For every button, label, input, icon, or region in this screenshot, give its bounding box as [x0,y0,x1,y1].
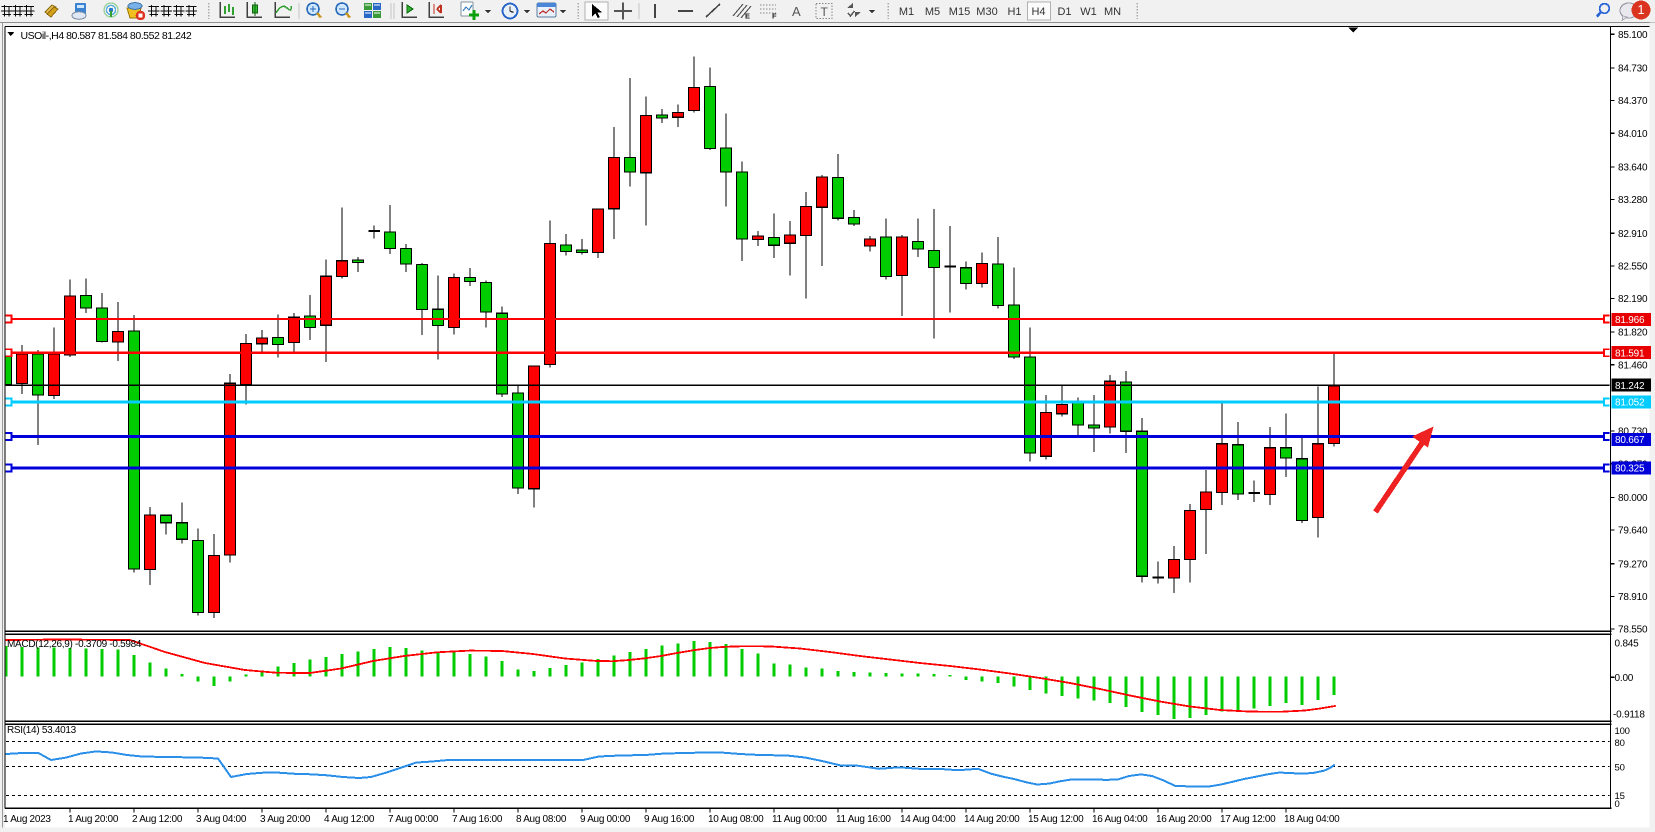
svg-text:F: F [772,12,777,21]
svg-text:9 Aug 16:00: 9 Aug 16:00 [644,814,695,825]
svg-text:0.00: 0.00 [1615,673,1634,684]
svg-text:7 Aug 16:00: 7 Aug 16:00 [452,814,503,825]
svg-text:82.550: 82.550 [1618,262,1648,273]
svg-text:15: 15 [1615,791,1625,802]
svg-text:84.730: 84.730 [1618,64,1648,75]
svg-text:H4: H4 [1031,6,1045,18]
svg-text:1: 1 [1638,3,1645,17]
svg-text:100: 100 [1615,726,1630,737]
svg-text:14 Aug 04:00: 14 Aug 04:00 [900,814,956,825]
svg-text:85.100: 85.100 [1618,30,1648,41]
svg-text:4 Aug 12:00: 4 Aug 12:00 [324,814,375,825]
svg-text:MACD(12,26,9) -0.3709 -0.5984: MACD(12,26,9) -0.3709 -0.5984 [7,639,142,650]
svg-text:80.667: 80.667 [1615,435,1645,446]
svg-text:81.966: 81.966 [1615,315,1645,326]
svg-text:81.052: 81.052 [1615,398,1645,409]
svg-text:M15: M15 [949,6,970,18]
svg-text:M5: M5 [925,6,940,18]
svg-text:83.640: 83.640 [1618,163,1648,174]
svg-text:9 Aug 00:00: 9 Aug 00:00 [580,814,631,825]
svg-text:E: E [745,12,750,21]
svg-text:8 Aug 08:00: 8 Aug 08:00 [516,814,567,825]
svg-text:14 Aug 20:00: 14 Aug 20:00 [964,814,1020,825]
svg-text:2 Aug 12:00: 2 Aug 12:00 [132,814,183,825]
svg-text:78.910: 78.910 [1618,592,1648,603]
svg-text:0.845: 0.845 [1615,639,1640,650]
svg-text:1 Aug 20:00: 1 Aug 20:00 [68,814,119,825]
svg-text:79.270: 79.270 [1618,559,1648,570]
svg-text:84.370: 84.370 [1618,96,1648,107]
svg-text:79.640: 79.640 [1618,526,1648,537]
svg-text:1 Aug 2023: 1 Aug 2023 [3,814,51,825]
svg-text:3 Aug 04:00: 3 Aug 04:00 [196,814,247,825]
svg-text:16 Aug 20:00: 16 Aug 20:00 [1156,814,1212,825]
svg-text:11 Aug 16:00: 11 Aug 16:00 [836,814,891,825]
svg-text:T: T [821,5,829,19]
svg-text:11 Aug 00:00: 11 Aug 00:00 [772,814,827,825]
svg-text:80: 80 [1615,738,1625,749]
svg-text:16 Aug 04:00: 16 Aug 04:00 [1092,814,1148,825]
svg-text:RSI(14) 53.4013: RSI(14) 53.4013 [7,725,77,736]
svg-text:83.280: 83.280 [1618,195,1648,206]
svg-text:80.325: 80.325 [1615,464,1645,475]
svg-text:17 Aug 12:00: 17 Aug 12:00 [1220,814,1276,825]
svg-text:84.010: 84.010 [1618,129,1648,140]
svg-text:MN: MN [1104,6,1121,18]
svg-text:W1: W1 [1080,6,1097,18]
svg-text:D1: D1 [1057,6,1071,18]
svg-text:15 Aug 12:00: 15 Aug 12:00 [1028,814,1084,825]
svg-text:80.000: 80.000 [1618,493,1648,504]
svg-text:M1: M1 [899,6,914,18]
svg-text:82.910: 82.910 [1618,229,1648,240]
svg-text:3 Aug 20:00: 3 Aug 20:00 [260,814,311,825]
svg-text:81.242: 81.242 [1615,381,1645,392]
svg-text:18 Aug 04:00: 18 Aug 04:00 [1284,814,1340,825]
svg-text:-0.9118: -0.9118 [1613,710,1645,721]
svg-text:81.820: 81.820 [1618,328,1648,339]
svg-text:82.190: 82.190 [1618,294,1648,305]
svg-text:78.550: 78.550 [1618,625,1648,636]
svg-text:80.730: 80.730 [1618,427,1648,438]
svg-text:81.460: 81.460 [1618,360,1648,371]
svg-text:81.591: 81.591 [1615,348,1645,359]
svg-text:M30: M30 [976,6,997,18]
svg-text:7 Aug 00:00: 7 Aug 00:00 [388,814,439,825]
svg-text:10 Aug 08:00: 10 Aug 08:00 [708,814,764,825]
svg-text:A: A [792,4,801,19]
svg-text:50: 50 [1615,763,1625,774]
svg-text:USOil-,H4 80.587 81.584 80.55: USOil-,H4 80.587 81.584 80.552 81.242 [21,30,192,42]
svg-text:0: 0 [1615,799,1620,810]
svg-text:H1: H1 [1007,6,1021,18]
